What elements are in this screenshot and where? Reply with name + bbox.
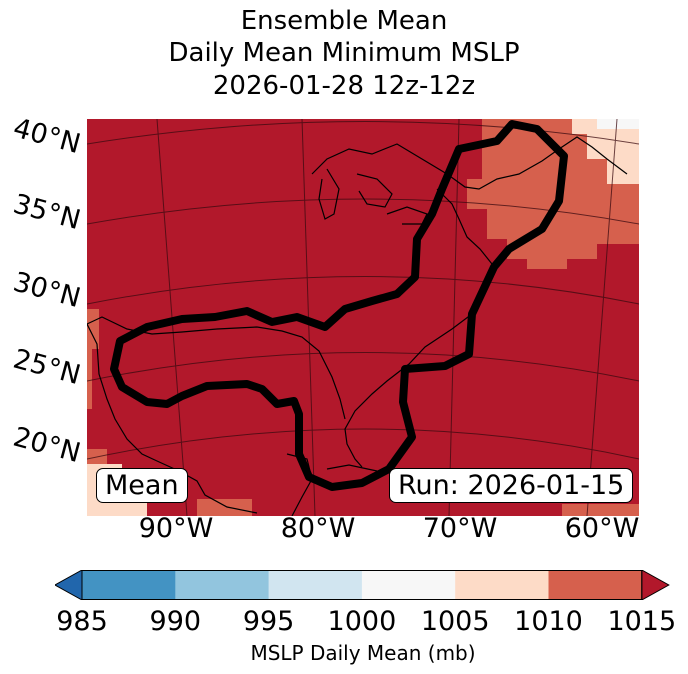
- colorbar: [55, 570, 670, 600]
- lat-label-30n: 30°N: [9, 266, 84, 315]
- colorbar-segment: [548, 570, 643, 600]
- map-panel: Mean Run: 2026-01-15: [87, 119, 639, 516]
- lat-label-40n: 40°N: [9, 112, 84, 161]
- colorbar-tick-label: 1000: [327, 606, 397, 637]
- colorbar-tick-label: 1015: [607, 606, 677, 637]
- run-date-label-box: Run: 2026-01-15: [389, 468, 634, 503]
- colorbar-segment: [175, 570, 270, 600]
- title-line-1: Ensemble Mean: [240, 6, 448, 36]
- colorbar-tick-label: 1010: [514, 606, 583, 637]
- lon-label-60w: 60°W: [564, 513, 640, 544]
- map-canvas: [87, 119, 639, 516]
- lon-label-70w: 70°W: [422, 513, 498, 544]
- colorbar-tick-label: 985: [56, 606, 108, 637]
- graticule: [87, 119, 639, 516]
- title-line-3: 2026-01-28 12z-12z: [212, 71, 476, 101]
- colorbar-tick-label: 1005: [420, 606, 490, 637]
- colorbar-segments: [55, 570, 670, 600]
- colorbar-segment: [268, 570, 363, 600]
- colorbar-tick-label: 995: [242, 606, 295, 637]
- mslp-1005-region: [572, 119, 639, 184]
- lon-label-90w: 90°W: [138, 513, 214, 544]
- lat-label-35n: 35°N: [9, 188, 84, 237]
- mslp-1010-region-west: [87, 309, 99, 409]
- colorbar-tick-label: 990: [149, 606, 202, 637]
- colorbar-extend-low: [55, 570, 83, 600]
- colorbar-label: MSLP Daily Mean (mb): [250, 641, 476, 665]
- mslp-1010-region-south: [197, 499, 252, 516]
- lon-label-80w: 80°W: [280, 513, 356, 544]
- mslp-1010-region-southeast: [562, 504, 639, 516]
- colorbar-segment: [455, 570, 549, 600]
- colorbar-outline: [81, 570, 643, 600]
- mslp-1000-region: [597, 119, 639, 129]
- lat-label-20n: 20°N: [9, 421, 84, 470]
- colorbar-extend-high: [641, 570, 670, 600]
- lat-label-25n: 25°N: [9, 343, 84, 392]
- colorbar-segment: [361, 570, 456, 600]
- mslp-threshold-contour: [110, 120, 568, 491]
- mean-label-box: Mean: [96, 468, 188, 503]
- colorbar-segment: [82, 570, 176, 600]
- title-line-2: Daily Mean Minimum MSLP: [168, 38, 520, 68]
- coastlines: [87, 136, 628, 516]
